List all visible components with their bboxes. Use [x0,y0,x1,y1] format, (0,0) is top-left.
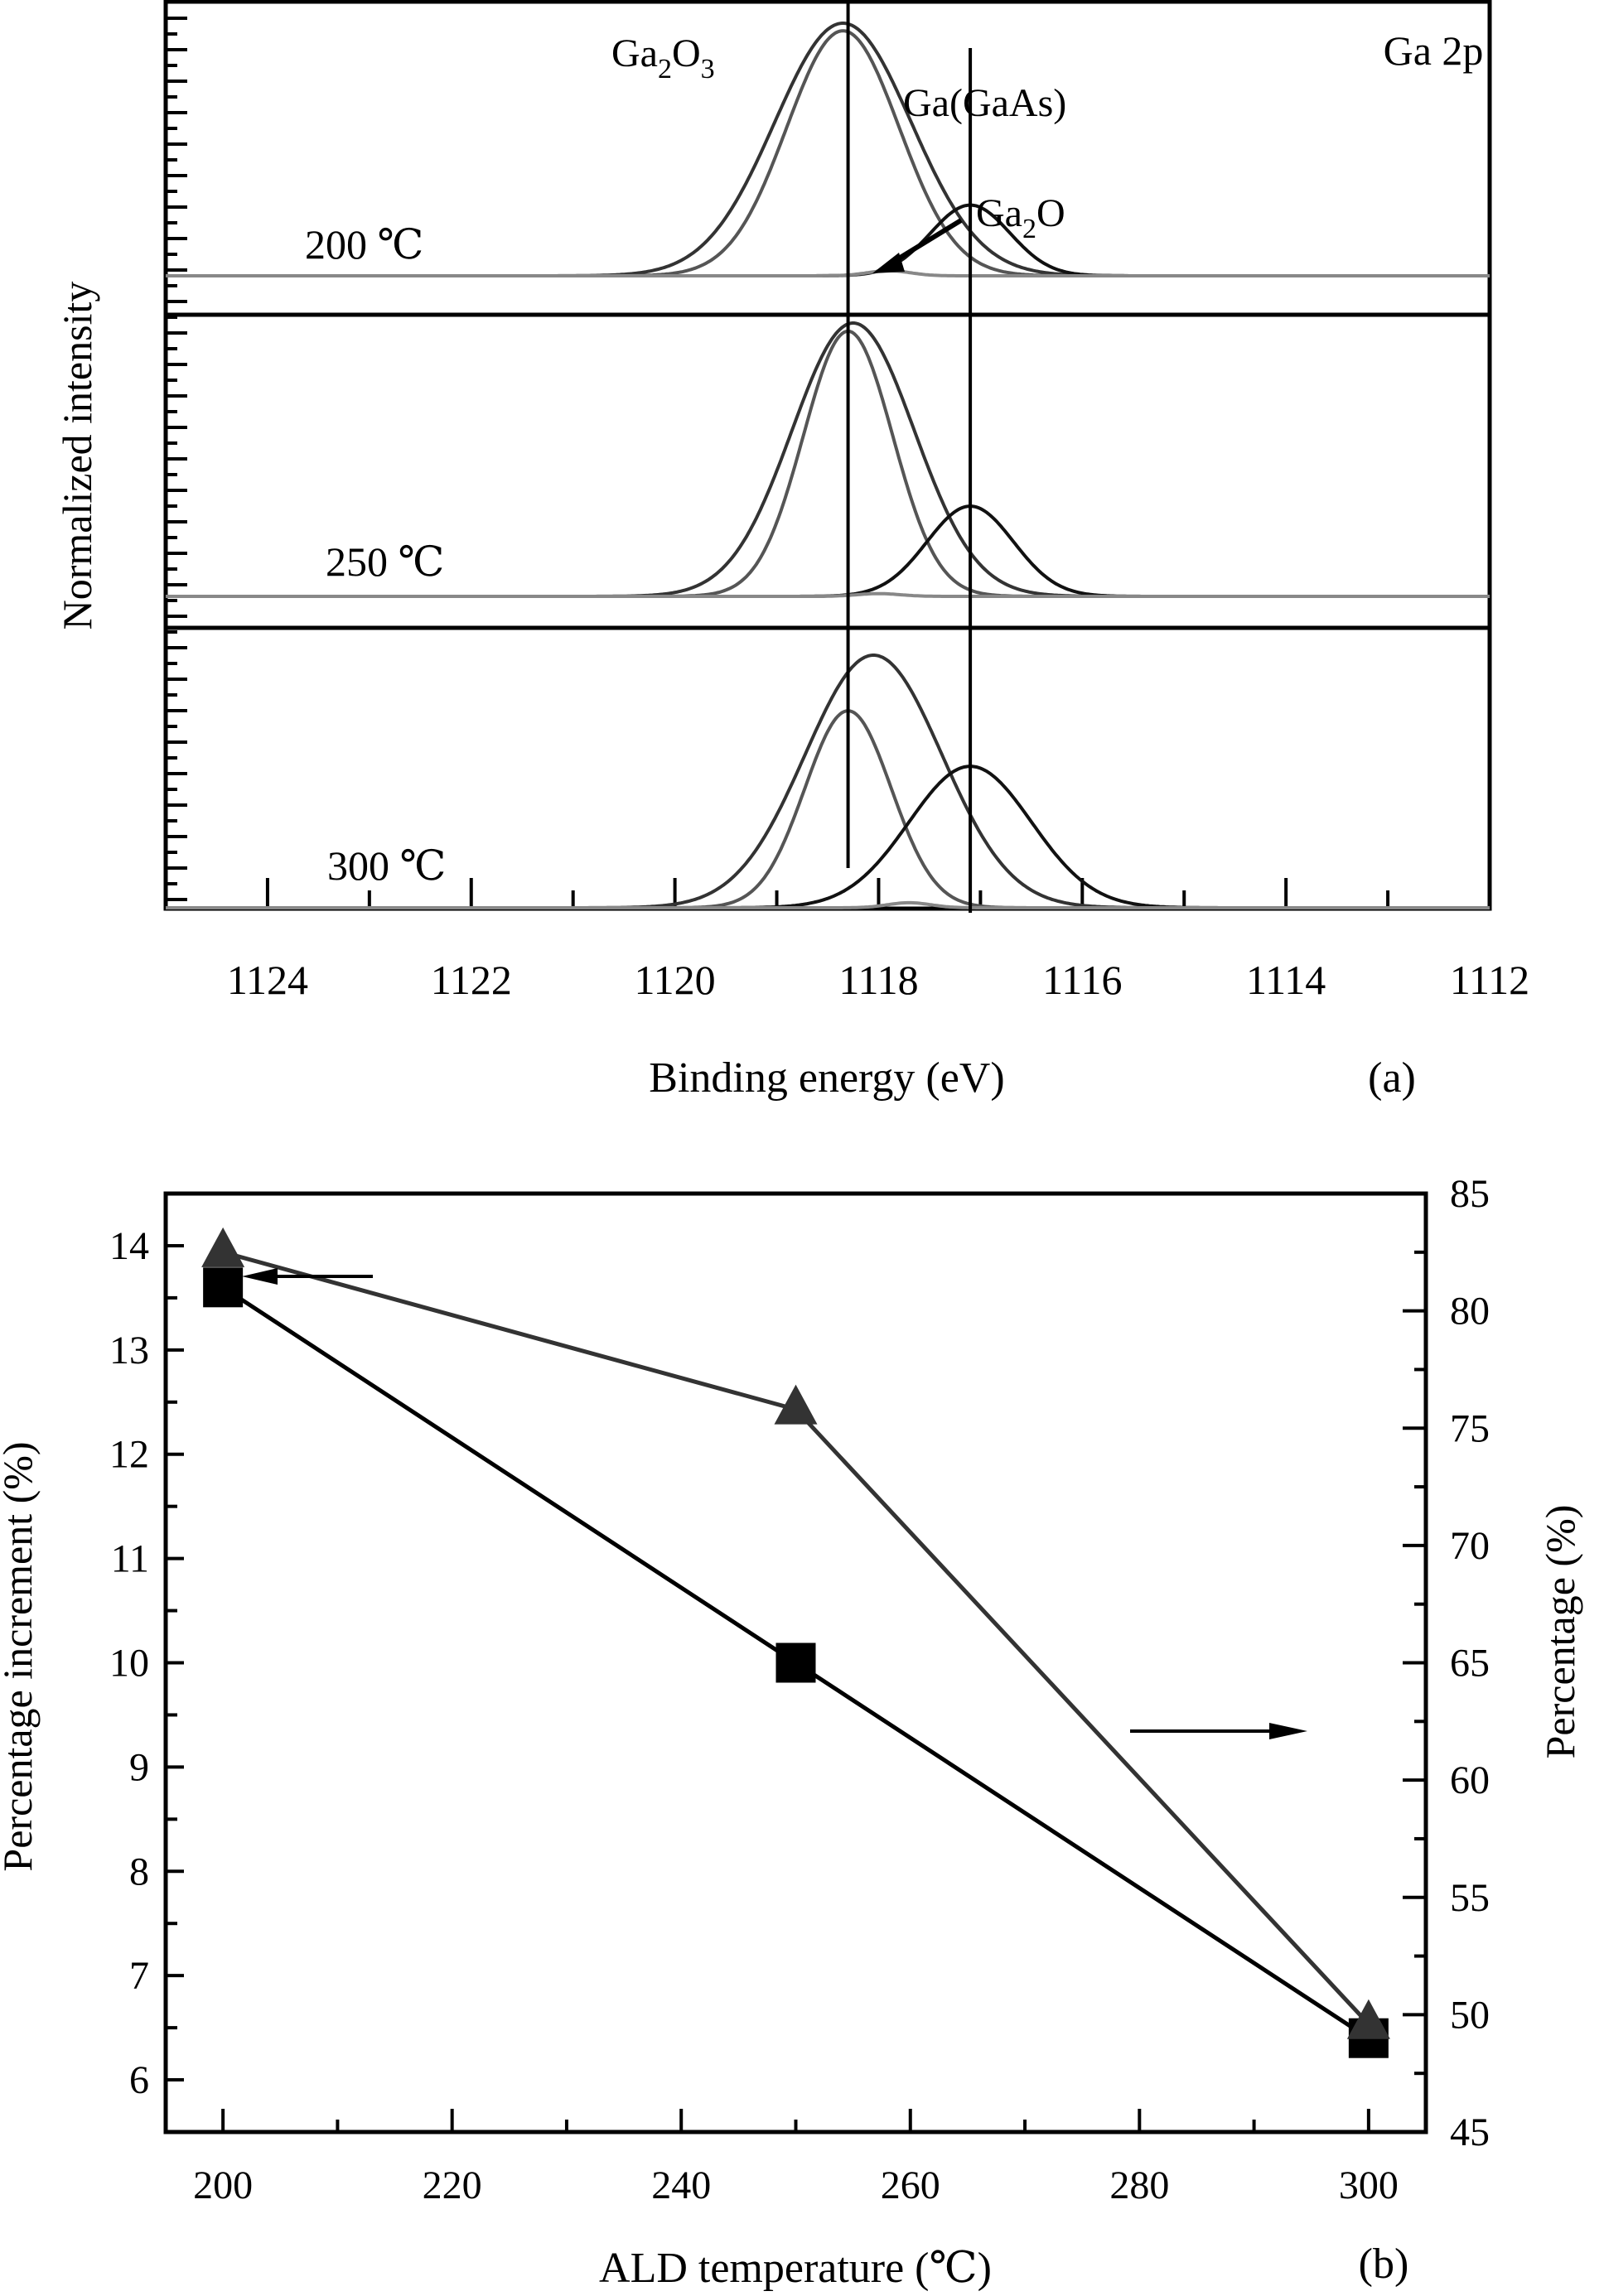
data-point-square [775,1642,816,1683]
x-tick-label: 1118 [838,957,918,1003]
chart-a: 1124 1122 1120 1118 1116 1114 1112 Normalized … [54,0,1529,1102]
left-y-tick-label: 6 [129,2058,149,2102]
data-point-triangle [201,1227,245,1267]
x-ticks: 1124 1122 1120 1118 1116 1114 1112 [227,878,1529,1003]
left-y-tick-label: 14 [109,1224,149,1268]
ga2o3-ga: Ga [611,31,658,75]
ylabel-percentage: Percentage (%) [1537,1505,1583,1759]
left-y-tick-label: 7 [129,1954,149,1998]
ga2o-sub2: 2 [1022,214,1036,244]
data-point-triangle [774,1384,818,1425]
xlabel-binding-energy: Binding energy (eV) [649,1054,1004,1102]
ga2o3-o: O [672,31,701,75]
ylabel-percentage-increment: Percentage increment (%) [0,1441,41,1871]
y-ticks [166,17,187,901]
ga2o-arrow-shaft [889,218,963,266]
x-tick-label: 1114 [1246,957,1326,1003]
temp-label-200: 200 ℃ [305,221,423,268]
chart-b: 6 7 8 9 10 11 12 13 14 45 50 55 60 65 70 75 80 85 200 220… [0,1172,1583,2292]
x-tick-label: 280 [1109,2163,1169,2207]
chart-a-frame [163,0,1492,911]
ga2o-ga: Ga [976,191,1022,235]
left-y-tick-label: 13 [109,1329,149,1372]
left-y-tick-label: 9 [129,1745,149,1789]
temp-label-300: 300 ℃ [327,842,446,889]
curves [166,22,1490,909]
right-y-tick-label: 80 [1450,1290,1490,1334]
curve-ga2o-panel-2 [166,591,1490,598]
right-y-tick-label: 65 [1450,1642,1490,1686]
x-tick-label: 240 [651,2163,711,2207]
x-tick-label: 1116 [1042,957,1122,1003]
ga2o-o: O [1036,191,1065,235]
left-axis-arrow-head [242,1268,278,1285]
x-tick-label: 1124 [227,957,308,1003]
right-axis-arrow [1130,1723,1307,1739]
ga2o-arrow [872,218,963,273]
ga2o3-sub3: 3 [701,54,715,84]
curve-ga2o-panel-3 [166,900,1490,909]
right-y-tick-label: 55 [1450,1876,1490,1920]
left-y-ticks: 6 7 8 9 10 11 12 13 14 [109,1192,184,2102]
x-tick-label: 1112 [1450,957,1529,1003]
series-line-percentage [222,1250,1370,2026]
right-y-tick-label: 45 [1450,2110,1490,2154]
series [201,1227,1390,2058]
right-y-tick-label: 60 [1450,1758,1490,1802]
x-tick-label: 300 [1339,2163,1399,2207]
panel-label-a: (a) [1368,1054,1416,1102]
left-y-tick-label: 10 [109,1642,149,1686]
ga2o-label: Ga2O [976,191,1065,244]
right-y-tick-label: 70 [1450,1524,1490,1568]
left-y-tick-label: 8 [129,1850,149,1893]
reference-lines [846,2,973,913]
right-y-tick-label: 75 [1450,1406,1490,1450]
left-y-tick-label: 12 [109,1433,149,1477]
x-tick-label: 1120 [635,957,716,1003]
left-y-tick-label: 11 [111,1537,149,1581]
ga2p-label: Ga 2p [1384,27,1484,74]
ylabel-normalized-intensity: Normalized intensity [54,282,100,630]
x-tick-label: 260 [881,2163,940,2207]
right-y-ticks: 45 50 55 60 65 70 75 80 85 [1403,1172,1490,2154]
x-tick-label: 200 [193,2163,253,2207]
right-axis-arrow-head [1269,1723,1307,1739]
data-point-square [203,1267,244,1308]
ga2o3-sub2: 2 [658,54,672,84]
x-tick-label: 1122 [431,957,512,1003]
panel-label-b: (b) [1359,2241,1409,2288]
x-tick-label: 220 [423,2163,482,2207]
right-y-tick-label: 50 [1450,1993,1490,2037]
left-axis-arrow [242,1268,373,1285]
ga2o-arrow-head [872,253,905,273]
curve-ga2o-panel-1 [166,268,1490,277]
temp-label-250: 250 ℃ [326,538,444,585]
xlabel-ald-temperature: ALD temperature (℃) [599,2245,992,2292]
right-y-tick-label: 85 [1450,1172,1490,1216]
gagaas-label: Ga(GaAs) [903,81,1066,125]
x-ticks: 200 220 240 260 280 300 [193,2109,1399,2207]
data-point-triangle [1346,1999,1390,2039]
ga2o3-label: Ga2O3 [611,31,715,84]
